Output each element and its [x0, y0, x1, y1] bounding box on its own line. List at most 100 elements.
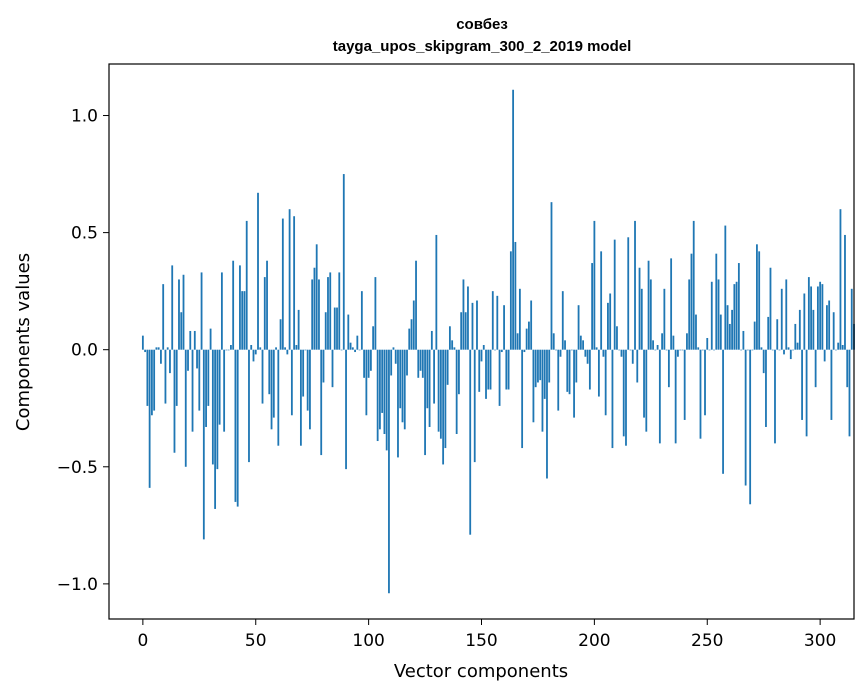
bar-276: [765, 349, 767, 427]
bar-175: [537, 349, 539, 383]
bar-281: [776, 319, 779, 350]
bar-142: [462, 279, 465, 350]
bar-187: [564, 340, 566, 350]
bar-117: [406, 349, 408, 376]
bar-38: [227, 349, 230, 351]
bar-120: [412, 300, 415, 350]
bar-304: [828, 300, 831, 350]
bar-158: [498, 349, 501, 406]
bar-185: [559, 349, 562, 357]
bar-216: [629, 349, 632, 351]
bar-128: [430, 330, 433, 350]
x-tick-label-50: 50: [245, 631, 267, 651]
bar-297: [812, 309, 815, 350]
bar-75: [311, 279, 314, 350]
bar-176: [539, 349, 542, 381]
bar-269: [749, 349, 752, 505]
bar-239: [681, 349, 684, 351]
bar-127: [428, 349, 431, 427]
bar-233: [667, 349, 670, 388]
bar-274: [760, 347, 763, 350]
x-axis-label: Vector components: [394, 661, 568, 682]
bar-213: [622, 349, 625, 437]
bar-70: [299, 349, 302, 446]
bar-131: [437, 349, 440, 432]
plot-area-frame: [108, 63, 855, 620]
x-tick-label-100: 100: [352, 631, 384, 651]
bar-95: [356, 335, 359, 350]
bar-282: [778, 349, 781, 351]
bar-209: [613, 239, 616, 350]
bar-150: [480, 349, 483, 362]
bar-141: [460, 312, 463, 350]
bar-113: [397, 349, 399, 458]
bar-3: [148, 349, 151, 488]
bar-29: [207, 349, 210, 406]
bar-149: [478, 349, 481, 392]
bar-302: [823, 349, 826, 362]
bar-200: [593, 220, 596, 350]
bar-37: [225, 349, 228, 351]
bar-2: [146, 349, 149, 406]
bar-109: [388, 349, 390, 594]
bar-237: [677, 349, 679, 357]
bar-137: [451, 340, 454, 350]
bar-0: [141, 335, 144, 350]
bar-191: [573, 349, 575, 418]
bar-8: [160, 349, 162, 364]
x-tick-label-250: 250: [691, 631, 723, 651]
bar-116: [403, 349, 406, 430]
bar-52: [259, 347, 262, 350]
bar-286: [787, 347, 790, 350]
bar-68: [295, 345, 298, 350]
bar-76: [313, 267, 316, 350]
bar-33: [216, 349, 219, 470]
bar-135: [446, 349, 449, 385]
bar-192: [575, 349, 578, 383]
bar-238: [679, 349, 682, 351]
bar-24: [196, 349, 198, 369]
bar-219: [636, 349, 639, 383]
bar-266: [742, 330, 745, 350]
bar-44: [241, 291, 244, 350]
bar-287: [789, 349, 792, 360]
bar-82: [327, 277, 329, 350]
bar-102: [372, 326, 375, 350]
bar-16: [178, 279, 180, 350]
bar-17: [180, 312, 183, 350]
bar-241: [686, 333, 688, 350]
bar-25: [198, 349, 201, 411]
bar-58: [272, 349, 275, 418]
bar-193: [577, 305, 580, 350]
bar-57: [270, 349, 273, 430]
bar-308: [837, 342, 840, 350]
bar-27: [202, 349, 205, 540]
y-tick-label-1: −0.5: [57, 458, 98, 478]
bar-93: [351, 347, 354, 350]
bar-294: [805, 349, 808, 437]
bar-151: [482, 345, 485, 350]
bar-60: [277, 349, 280, 446]
bar-72: [304, 349, 307, 351]
bar-211: [618, 349, 621, 351]
bar-122: [417, 349, 420, 378]
bar-188: [566, 349, 569, 392]
bar-43: [239, 265, 241, 350]
bar-204: [602, 349, 605, 357]
bar-124: [421, 349, 424, 378]
bar-284: [783, 349, 785, 355]
bar-134: [444, 349, 447, 449]
bar-181: [550, 202, 553, 350]
bar-35: [220, 272, 223, 350]
bar-178: [543, 349, 546, 399]
bar-99: [365, 349, 368, 416]
bar-263: [735, 281, 738, 350]
bar-236: [674, 349, 677, 444]
bar-251: [708, 349, 711, 351]
y-axis-label: Components values: [13, 253, 34, 431]
bar-42: [236, 349, 239, 507]
bar-12: [169, 349, 171, 374]
bar-250: [706, 337, 709, 350]
bar-86: [336, 307, 338, 350]
bar-34: [218, 349, 221, 425]
